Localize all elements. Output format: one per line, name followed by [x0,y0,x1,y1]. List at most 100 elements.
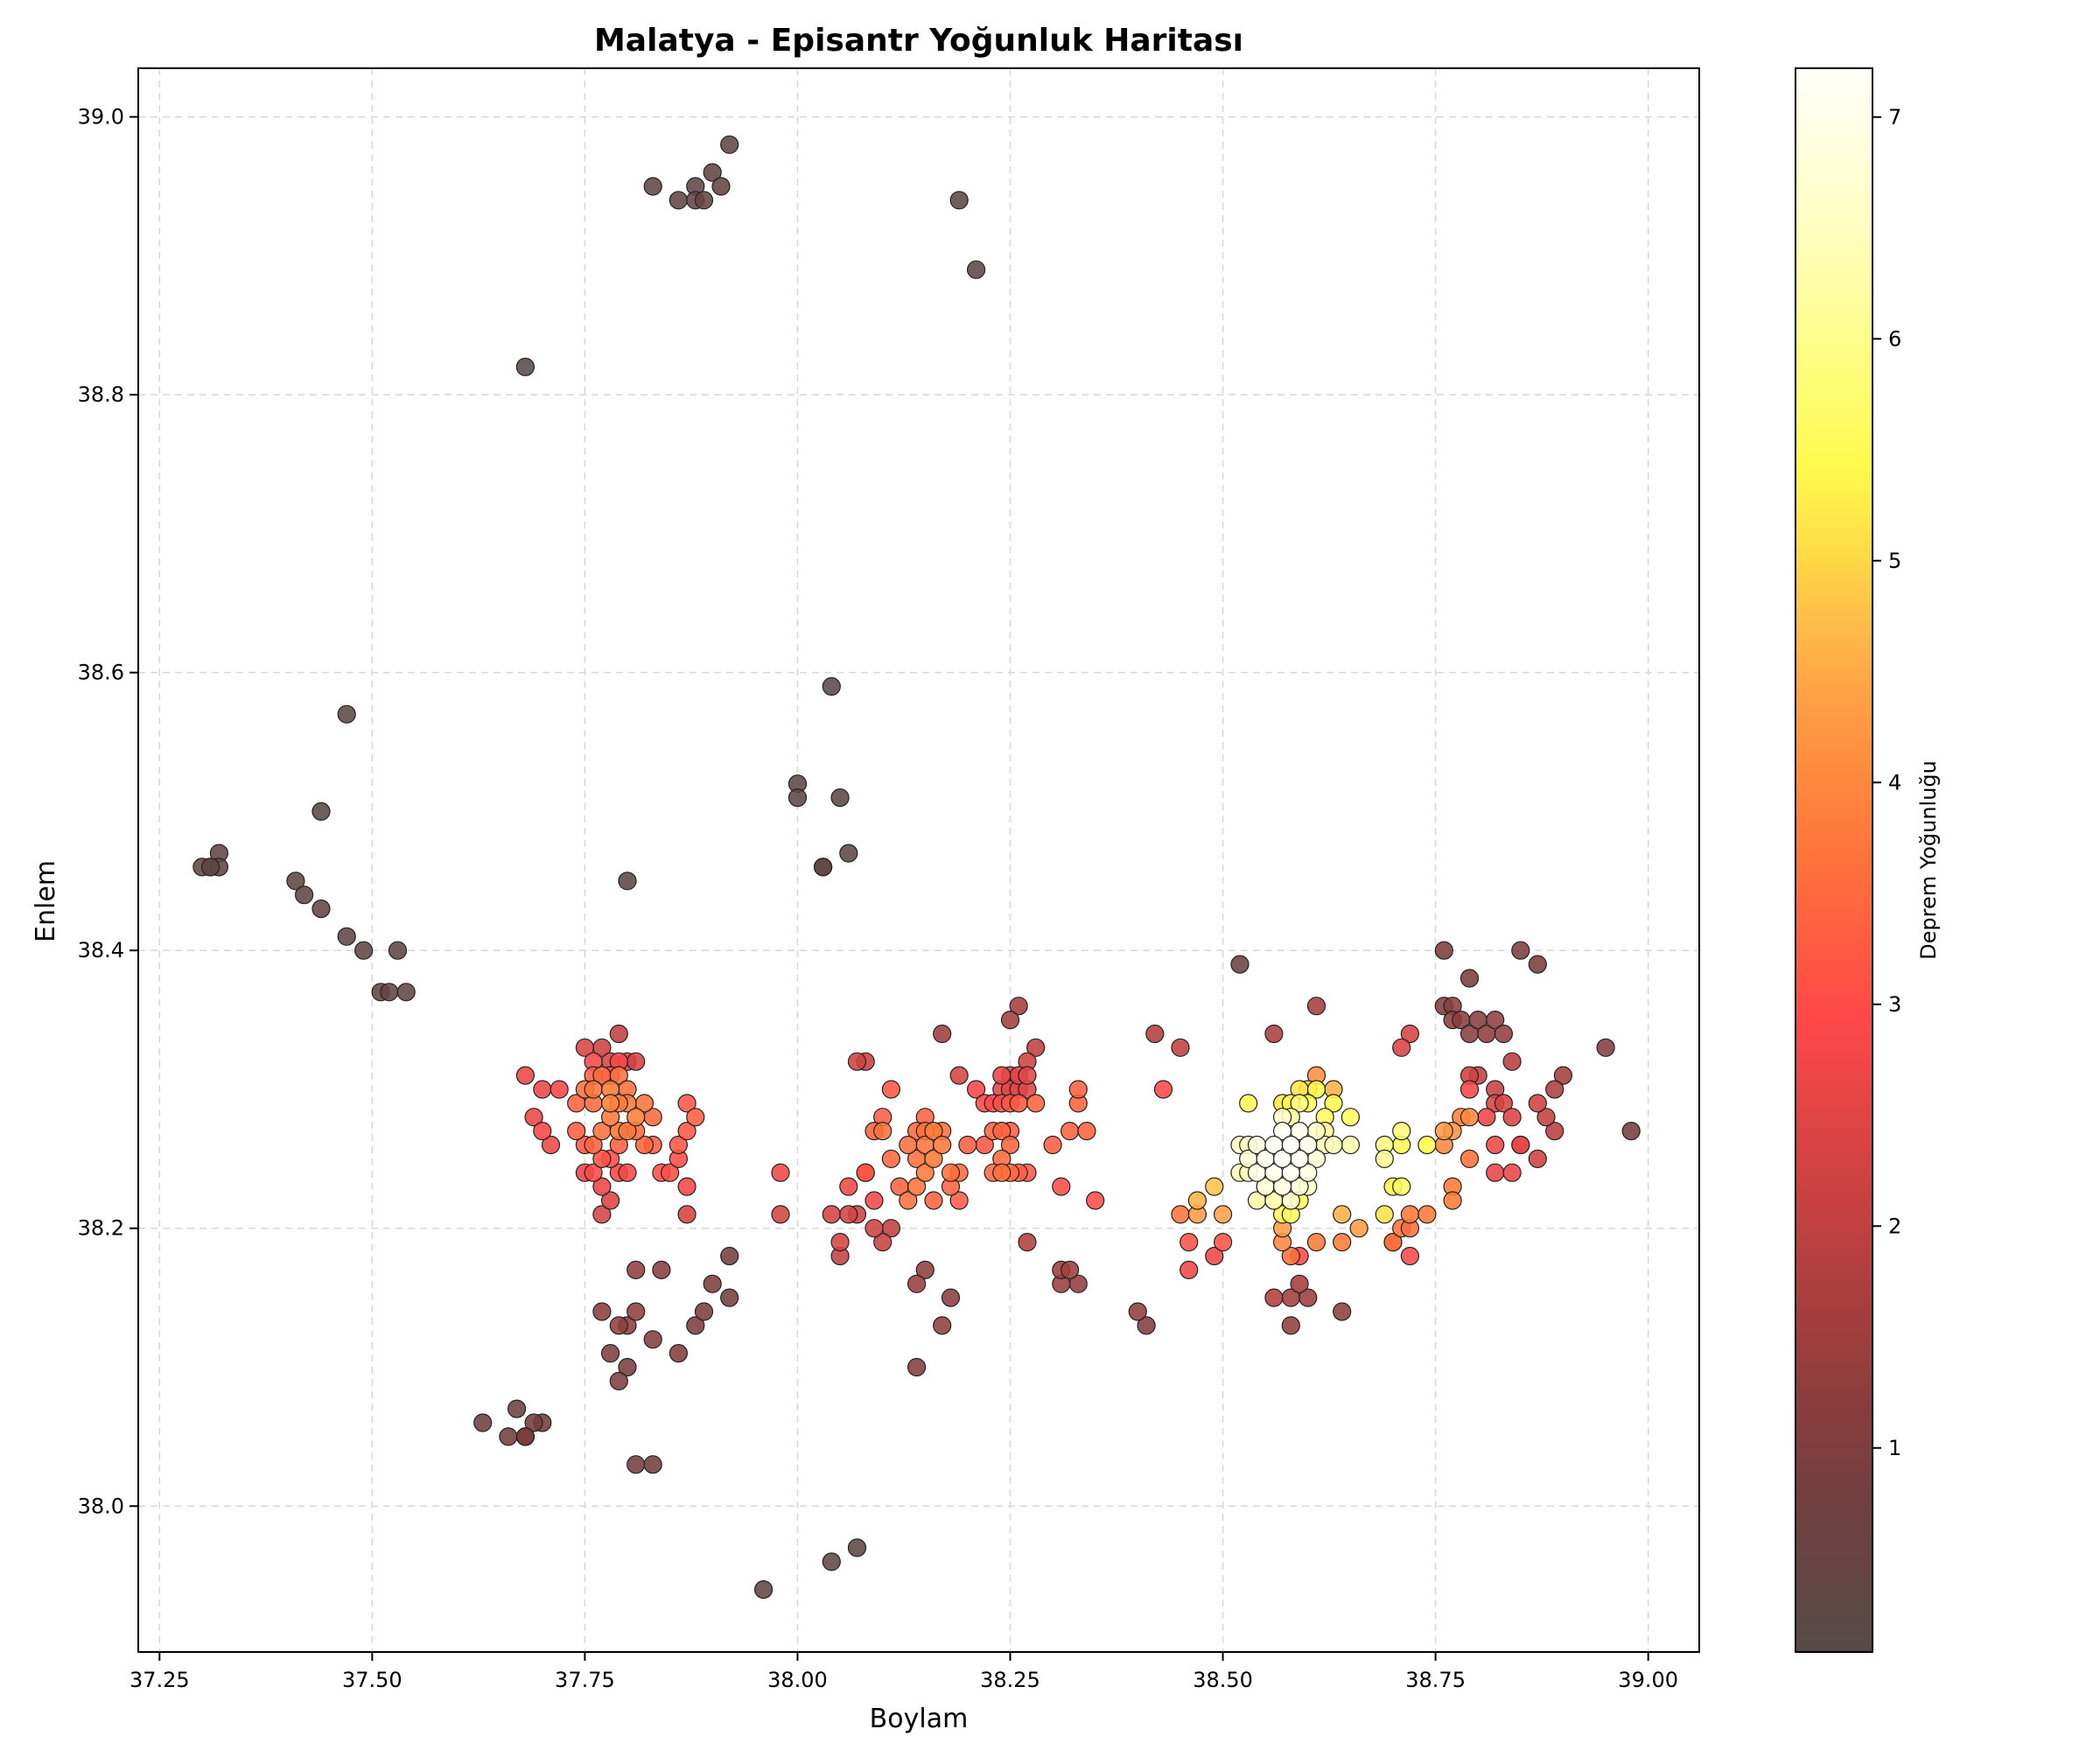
scatter-point [822,1552,841,1572]
scatter-point [1383,1232,1403,1252]
scatter-point [286,872,305,891]
scatter-point [1375,1205,1394,1224]
scatter-point [592,1302,612,1321]
scatter-point [618,872,637,891]
scatter-point [703,1274,722,1293]
scatter-point [992,1163,1012,1182]
scatter-point [1375,1149,1394,1169]
scatter-point [1621,1121,1641,1141]
scatter-point [567,1121,586,1141]
scatter-point [822,676,841,696]
scatter-point [626,1052,646,1071]
scatter-point [1333,1232,1352,1252]
x-axis-label: Boylam [870,1704,969,1734]
scatter-point [856,1163,875,1182]
scatter-point [1477,1108,1496,1127]
x-tick-label: 38.25 [980,1668,1040,1692]
scatter-point [524,1413,543,1432]
colorbar-gradient [1795,67,1873,1653]
y-tick-label: 38.4 [78,938,124,962]
scatter-point [550,1080,569,1099]
scatter-point [1000,1010,1020,1030]
scatter-point [1553,1066,1573,1085]
scatter-point [1596,1038,1615,1057]
scatter-point [949,1066,969,1085]
scatter-point [753,1579,774,1600]
scatter-point [1324,1094,1343,1113]
scatter-point [720,1246,739,1266]
scatter-point [1502,1108,1522,1127]
scatter-point [1290,1094,1309,1113]
scatter-point [839,1177,858,1196]
scatter-point [1434,1121,1453,1141]
scatter-point [575,1038,595,1057]
scatter-point [924,1149,943,1169]
colorbar-label: Deprem Yoğunluğu [1916,760,1941,960]
scatter-point [915,1260,934,1280]
scatter-point [668,1343,689,1363]
chart-title: Malatya - Episantr Yoğunluk Haritası [594,23,1243,59]
scatter-point [1128,1302,1147,1321]
scatter-point [1460,1080,1480,1099]
scatter-point [1340,1135,1361,1155]
scatter-point [1060,1260,1080,1280]
scatter-point [694,1302,714,1321]
scatter-point [1536,1108,1556,1127]
scatter-point [626,1455,646,1474]
scatter-point [1180,1232,1199,1252]
scatter-point [660,1163,680,1182]
scatter-point [677,1094,696,1113]
scatter-point [966,260,986,279]
scatter-point [1486,1163,1505,1182]
scatter-point [609,1024,628,1044]
scatter-point [652,1260,671,1280]
scatter-point [1239,1094,1258,1113]
scatter-point [1052,1177,1071,1196]
scatter-point [1009,1094,1028,1113]
scatter-point [1026,1094,1046,1113]
scatter-point [634,1135,654,1155]
scatter-point [618,1163,637,1182]
x-tick-label: 38.50 [1193,1668,1253,1692]
scatter-point [703,163,722,182]
scatter-point [1153,1080,1173,1099]
scatter-point [524,1108,543,1127]
y-tick-label: 39.0 [78,105,124,130]
scatter-point [201,858,220,877]
scatter-point [1460,969,1480,988]
scatter-point [686,1108,705,1127]
scatter-point [1528,1149,1547,1169]
scatter-point [1418,1205,1437,1224]
scatter-point [1400,1246,1420,1266]
scatter-point [924,1191,943,1210]
scatter-point [839,844,858,863]
scatter-point [966,1080,986,1099]
scatter-point [864,1219,884,1238]
scatter-point [694,191,714,210]
scatter-point [668,1135,689,1155]
scatter-point [1205,1177,1224,1196]
scatter-point [626,1260,646,1280]
colorbar-tick-label: 6 [1888,326,1901,351]
scatter-point [1137,1316,1156,1335]
scatter-point [933,1316,952,1335]
scatter-point [1528,955,1547,974]
scatter-point [626,1108,646,1127]
scatter-point [600,1191,620,1210]
scatter-point [643,177,662,196]
scatter-point [1060,1121,1080,1141]
scatter-point [1213,1232,1233,1252]
scatter-point [873,1121,892,1141]
scatter-point [1460,1149,1480,1169]
scatter-point [1171,1205,1190,1224]
scatter-point [933,1135,952,1155]
scatter-point [1434,941,1453,960]
scatter-point [1486,1135,1505,1155]
scatter-point [354,941,374,960]
scatter-point [515,1427,536,1446]
x-axis-ticks: 37.25 37.50 37.75 38.00 38.25 38.50 38.75 39.00 [130,1652,1678,1692]
y-axis-ticks: 38.0 38.2 38.4 38.6 38.8 39.0 [78,105,138,1518]
scatter-point [771,1163,790,1182]
x-tick-label: 37.25 [130,1668,190,1692]
